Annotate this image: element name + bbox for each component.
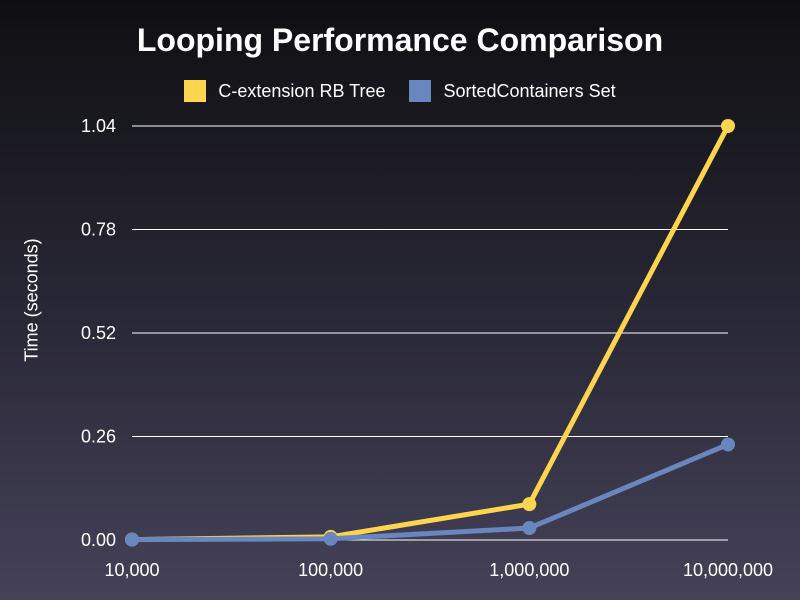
legend-item-c-extension[interactable]: C-extension RB Tree: [184, 80, 385, 102]
legend-item-sortedcontainers[interactable]: SortedContainers Set: [409, 80, 616, 102]
chart-title: Looping Performance Comparison: [136, 22, 664, 58]
x-tick-label-0: 10,000: [104, 560, 159, 580]
series-0-point-2: [522, 497, 537, 512]
legend: C-extension RB Tree SortedContainers Set: [0, 80, 800, 102]
x-tick-label-3: 10,000,000: [683, 560, 773, 580]
legend-label-sortedcontainers: SortedContainers Set: [443, 80, 616, 101]
x-tick-label-2: 1,000,000: [489, 560, 569, 580]
y-tick-label-4: 1.04: [81, 116, 116, 136]
y-tick-label-1: 0.26: [81, 427, 116, 447]
legend-swatch-sortedcontainers: [409, 80, 432, 102]
series-0-point-3: [721, 119, 735, 133]
y-tick-label-2: 0.52: [81, 323, 116, 343]
series-1-point-2: [522, 521, 537, 536]
legend-label-c-extension: C-extension RB Tree: [218, 80, 386, 101]
series-1-point-0: [125, 532, 139, 547]
legend-swatch-c-extension: [184, 80, 207, 102]
y-tick-label-3: 0.78: [81, 220, 116, 240]
y-tick-label-0: 0.00: [81, 530, 116, 550]
series-1-point-3: [721, 437, 735, 452]
x-tick-label-1: 100,000: [298, 560, 363, 580]
series-1-point-1: [323, 531, 338, 546]
series-line-1: [129, 441, 731, 543]
